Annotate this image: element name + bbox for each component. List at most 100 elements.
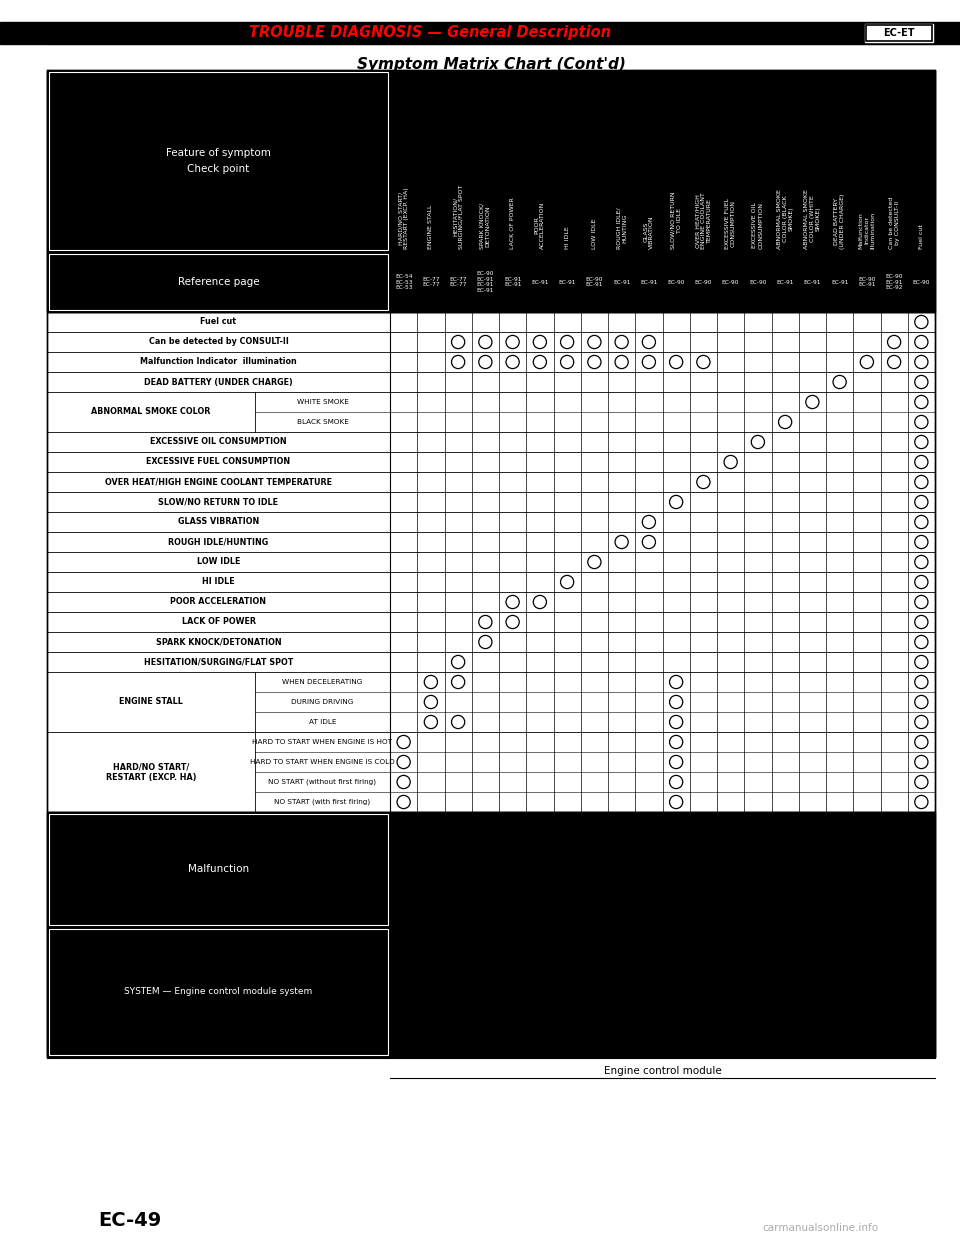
Text: Symptom Matrix Chart (Cont'd): Symptom Matrix Chart (Cont'd) [356,57,625,72]
Text: Self-diagnosis
(Refer to
EC-31): Self-diagnosis (Refer to EC-31) [396,850,412,891]
Text: SPARK KNOCK/DETONATION: SPARK KNOCK/DETONATION [156,637,281,647]
Text: EC-90: EC-90 [695,279,712,284]
Text: OVER HEAT/HIGH
ENGINE COOLANT
TEMPERATURE: OVER HEAT/HIGH ENGINE COOLANT TEMPERATUR… [695,193,711,248]
Text: Fuel pump
control: Fuel pump control [780,1025,790,1054]
Text: LACK OF POWER: LACK OF POWER [181,617,255,626]
Text: WHITE SMOKE: WHITE SMOKE [297,399,348,405]
Text: EC-90
EC-91
EC-92: EC-90 EC-91 EC-92 [885,273,902,291]
Text: HESITATION/
SURGING/FLAT SPOT: HESITATION/ SURGING/FLAT SPOT [453,185,464,248]
Text: 1
13: 1 13 [834,866,845,873]
Bar [49,72,388,250]
Text: EC-91: EC-91 [804,279,821,284]
Bar [865,24,933,42]
Text: OVER HEAT/HIGH ENGINE COOLANT TEMPERATURE: OVER HEAT/HIGH ENGINE COOLANT TEMPERATUR… [105,477,332,487]
Text: EC-91
EC-91: EC-91 EC-91 [504,277,521,287]
Text: 11
13: 11 13 [780,866,790,873]
Text: Can be detected
by CONSULT-II: Can be detected by CONSULT-II [889,196,900,248]
Text: EC-49: EC-49 [98,1211,161,1230]
Text: HARD/NO START/
RESTART (EXCP. HA): HARD/NO START/ RESTART (EXCP. HA) [106,763,196,781]
Text: GLASS VIBRATION: GLASS VIBRATION [178,518,259,527]
Text: HARD TO START WHEN ENGINE IS HOT: HARD TO START WHEN ENGINE IS HOT [252,739,393,745]
Text: Mass air flow
sensor
(MAFS): Mass air flow sensor (MAFS) [450,1018,467,1054]
Text: Malfunction
indicator
lamp (MIL): Malfunction indicator lamp (MIL) [886,1022,902,1054]
Text: EC-91: EC-91 [640,279,658,284]
Text: Evaporative
emission
system: Evaporative emission system [804,1021,821,1054]
Text: 11
(Crank
angle
sensor): 11 (Crank angle sensor) [447,858,469,881]
Text: EC-90: EC-90 [667,279,684,284]
Text: EC-90: EC-90 [913,279,930,284]
Text: LACK OF POWER: LACK OF POWER [510,197,516,248]
Bar [47,252,935,312]
Text: Power supply
and ground
circuit: Power supply and ground circuit [396,1017,412,1054]
Text: HI IDLE: HI IDLE [203,578,235,586]
Text: Fuel cut: Fuel cut [201,318,236,327]
Text: 24
25: 24 25 [507,866,518,873]
Text: EC-90
EC-91: EC-90 EC-91 [858,277,876,287]
Text: EC-ET: EC-ET [883,29,915,39]
Text: ROUGH IDLE/HUNTING: ROUGH IDLE/HUNTING [168,538,269,546]
Text: Malfunction
Indicator
illumination: Malfunction Indicator illumination [858,212,876,248]
Text: 41
43: 41 43 [562,866,572,873]
Text: 71
72
74
75: 71 72 74 75 [692,866,714,873]
Text: POOR
ACCELERATION: POOR ACCELERATION [535,201,545,248]
Text: Exhaust gas
recirculation
(EGR) control: Exhaust gas recirculation (EGR) control [668,1017,684,1054]
Text: HARD TO START WHEN ENGINE IS COLD: HARD TO START WHEN ENGINE IS COLD [251,759,395,765]
Text: SYSTEM — Engine control module system: SYSTEM — Engine control module system [125,987,313,996]
Text: HI IDLE: HI IDLE [564,226,569,248]
Text: SPARK KNOCK/
DETONATION: SPARK KNOCK/ DETONATION [480,202,491,248]
Text: 54
55: 54 55 [643,866,655,873]
Text: Fuel cut
control: Fuel cut control [916,1032,926,1054]
Text: HESITATION/SURGING/FLAT SPOT: HESITATION/SURGING/FLAT SPOT [144,657,293,667]
Text: EXCESSIVE FUEL
CONSUMPTION: EXCESSIVE FUEL CONSUMPTION [725,197,736,248]
Text: Oxygen sensor
(HO2S): Oxygen sensor (HO2S) [589,1013,600,1054]
Bar [47,312,935,812]
Text: DURING DRIVING: DURING DRIVING [291,699,353,705]
Text: AT IDLE: AT IDLE [309,719,336,725]
Text: EXCESSIVE OIL CONSUMPTION: EXCESSIVE OIL CONSUMPTION [150,437,287,447]
Text: EC-90
EC-91
EC-91
EC-91: EC-90 EC-91 EC-91 EC-91 [476,271,494,293]
Text: 12
13
14
15
21
22
23: 12 13 14 15 21 22 23 [466,866,505,873]
Text: Knock sensor
(KS): Knock sensor (KS) [562,1017,572,1054]
Text: Feature of symptom: Feature of symptom [166,148,271,158]
Text: POOR ACCELERATION: POOR ACCELERATION [171,597,267,606]
Text: EC-90
EC-91: EC-90 EC-91 [586,277,603,287]
Text: 51
55: 51 55 [616,866,627,873]
Text: 63: 63 [674,866,679,873]
Text: LOW IDLE: LOW IDLE [592,219,597,248]
Text: ABNORMAL SMOKE
COLOR (BLACK
SMOKE): ABNORMAL SMOKE COLOR (BLACK SMOKE) [777,189,793,248]
Text: TROUBLE DIAGNOSIS — General Description: TROUBLE DIAGNOSIS — General Description [249,26,611,41]
Text: EC-77
EC-77: EC-77 EC-77 [422,277,440,287]
Text: Crankshaft
position
sensor (CKPS): Crankshaft position sensor (CKPS) [613,1016,630,1054]
Bar [49,929,388,1054]
Text: Malfunction Indicator  illumination: Malfunction Indicator illumination [140,358,297,366]
Bar [49,255,388,310]
Text: 1: 1 [756,868,760,872]
Text: Heated oxygen
sensor heater
control: Heated oxygen sensor heater control [858,1012,876,1054]
Text: Ignition
timing
control: Ignition timing control [750,1033,766,1054]
Text: Intake air
temperature
sensor (IATS): Intake air temperature sensor (IATS) [504,1018,521,1054]
Text: EC-91: EC-91 [559,279,576,284]
Text: EC-77
EC-77: EC-77 EC-77 [449,277,467,287]
Text: HARD/NO START/
RESTART (EXCP. HA): HARD/NO START/ RESTART (EXCP. HA) [398,188,409,248]
Bar [47,812,935,927]
Text: NO START (with first firing): NO START (with first firing) [275,799,371,805]
Text: ABNORMAL SMOKE
COLOR (WHITE
SMOKE): ABNORMAL SMOKE COLOR (WHITE SMOKE) [804,189,821,248]
Text: EC-91: EC-91 [831,279,849,284]
Text: Can be detected by CONSULT-II: Can be detected by CONSULT-II [149,338,288,347]
Text: Vehicle speed
sensor (VSS): Vehicle speed sensor (VSS) [535,1016,545,1054]
Text: Engine coolant
temperature
sensor (ECTS): Engine coolant temperature sensor (ECTS) [477,1013,493,1054]
Bar [47,70,935,252]
Text: carmanualsonline.info: carmanualsonline.info [762,1223,878,1233]
Text: EC-90: EC-90 [749,279,767,284]
Text: Injector: Injector [728,1033,733,1054]
Text: ENGINE STALL: ENGINE STALL [428,205,433,248]
Text: Malfunction: Malfunction [188,864,249,874]
Bar [47,812,935,927]
Text: DEAD BATTERY
(UNDER CHARGE): DEAD BATTERY (UNDER CHARGE) [834,194,845,248]
Text: Throttle
position
sensor (TPS): Throttle position sensor (TPS) [422,1020,439,1054]
Bar [47,70,935,252]
Bar [47,252,935,312]
Text: WHEN DECELERATING: WHEN DECELERATING [282,679,363,686]
Text: 45: 45 [592,866,597,873]
Text: Air conditioner
cut control: Air conditioner cut control [834,1013,845,1054]
